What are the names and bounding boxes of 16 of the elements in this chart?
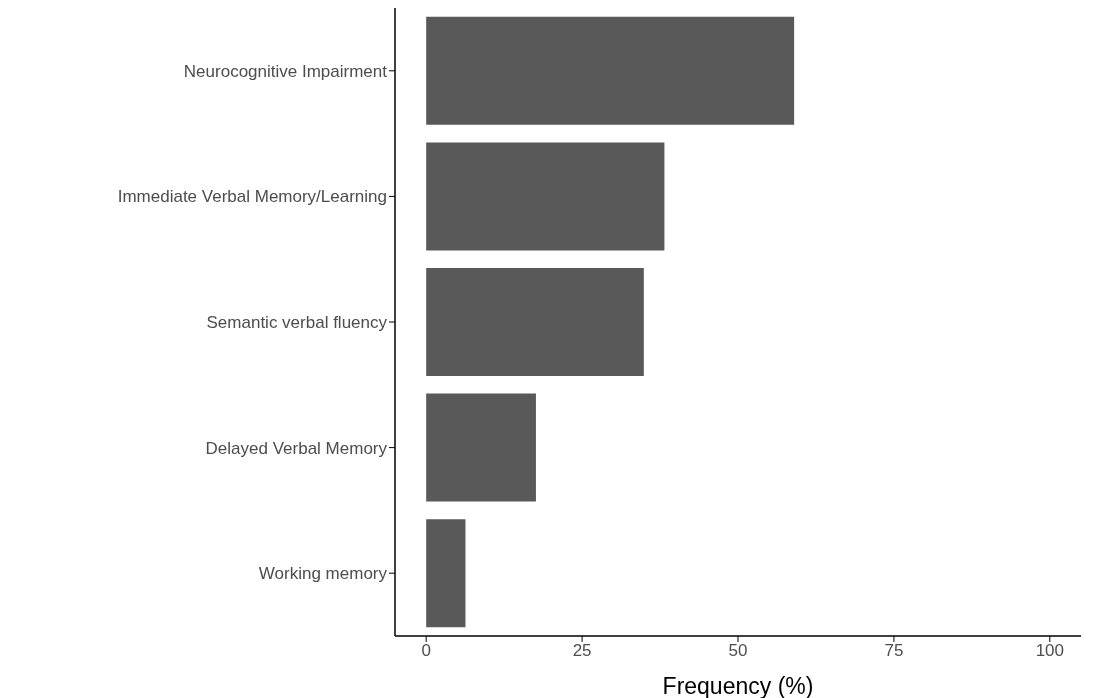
bar [426, 16, 795, 125]
y-tick-label: Working memory [258, 564, 388, 584]
x-tick-label: 25 [572, 641, 592, 661]
x-tick-label: 75 [884, 641, 904, 661]
y-tick-label: Delayed Verbal Memory [205, 438, 388, 458]
y-tick-label: Immediate Verbal Memory/Learning [117, 187, 387, 207]
x-tick-label: 100 [1035, 641, 1065, 661]
bar [426, 519, 466, 628]
bar [426, 142, 665, 251]
y-tick-label: Neurocognitive Impairment [183, 61, 388, 81]
y-tick-label: Semantic verbal fluency [206, 313, 388, 333]
x-axis-title: Frequency (%) [662, 673, 814, 698]
x-tick-label: 0 [421, 641, 431, 661]
x-tick-label: 50 [728, 641, 748, 661]
bar [426, 393, 536, 502]
bar [426, 267, 644, 376]
